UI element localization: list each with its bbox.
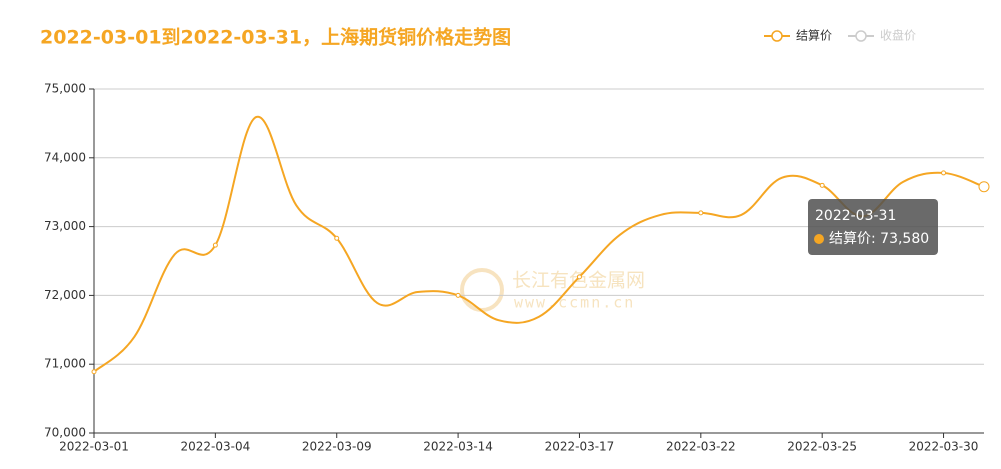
watermark-url: www.ccmn.cn — [514, 294, 635, 312]
x-tick-label: 2022-03-25 — [787, 440, 857, 454]
point — [212, 242, 218, 248]
point — [941, 170, 947, 176]
x-tick-label: 2022-03-04 — [180, 440, 250, 454]
watermark-name: 长江有色金属网 — [512, 270, 645, 292]
x-tick-label: 2022-03-30 — [909, 440, 979, 454]
x-tick-label: 2022-03-01 — [59, 440, 129, 454]
y-tick-label: 71,000 — [44, 357, 86, 371]
point — [978, 181, 990, 193]
y-tick-label: 75,000 — [44, 82, 86, 96]
y-tick-label: 73,000 — [44, 219, 86, 233]
point — [334, 235, 340, 241]
legend-symbol — [855, 30, 867, 42]
point — [698, 210, 704, 216]
legend-item[interactable]: 结算价 — [764, 28, 832, 43]
chart-title: 2022-03-01到2022-03-31，上海期货铜价格走势图 — [40, 26, 511, 49]
tooltip-box — [808, 199, 938, 255]
legend-item[interactable]: 收盘价 — [848, 28, 916, 43]
tooltip-dot — [814, 234, 824, 244]
y-tick-label: 74,000 — [44, 150, 86, 164]
x-tick-label: 2022-03-17 — [545, 440, 615, 454]
x-tick-label: 2022-03-14 — [423, 440, 493, 454]
point — [819, 182, 825, 188]
point — [455, 292, 461, 298]
y-tick-label: 70,000 — [44, 426, 86, 440]
point — [91, 369, 97, 375]
point — [576, 274, 582, 280]
legend-label: 收盘价 — [880, 28, 916, 43]
legend-label: 结算价 — [796, 28, 832, 43]
watermark-logo — [460, 268, 504, 312]
legend-symbol — [771, 30, 783, 42]
x-tick-label: 2022-03-22 — [666, 440, 736, 454]
tooltip-label: 结算价: 73,580 — [829, 231, 929, 247]
x-tick-label: 2022-03-09 — [302, 440, 372, 454]
tooltip: 2022-03-31 结算价: 73,580 — [808, 199, 938, 255]
tooltip-title: 2022-03-31 — [815, 208, 896, 224]
y-tick-label: 72,000 — [44, 288, 86, 302]
